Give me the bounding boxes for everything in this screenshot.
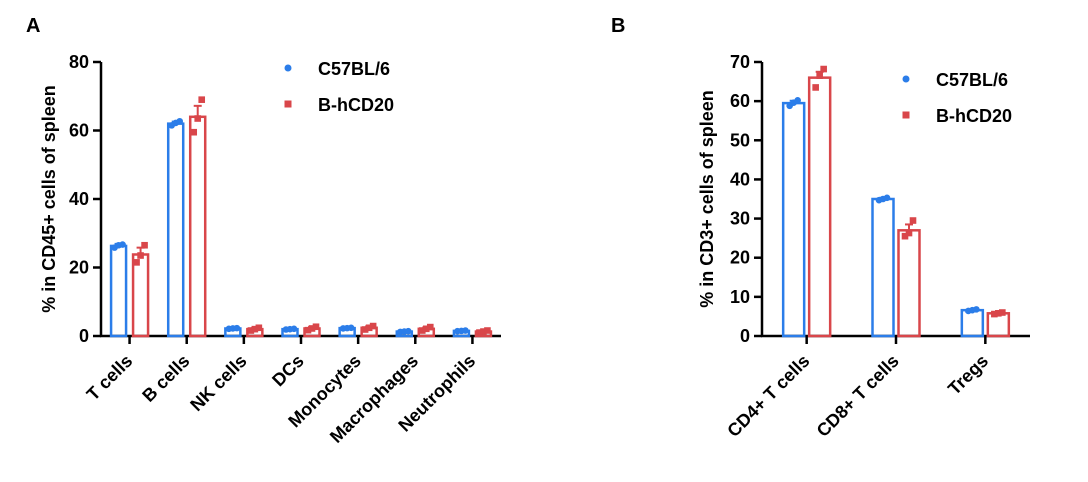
data-point [422,325,430,333]
y-tick-label: 70 [730,52,750,72]
category-label: CD4+ T cells [723,351,813,441]
data-point [476,329,483,336]
category-label: CD8+ T cells [813,351,903,441]
bar-b-hcd20 [131,253,150,338]
data-point [462,327,469,334]
bar-c57bl-6 [109,244,128,338]
y-tick-label: 60 [69,121,89,141]
data-point [361,326,369,333]
data-point [991,310,998,318]
data-point [190,128,198,136]
data-point [794,97,801,104]
data-point [141,241,148,249]
data-point [820,65,827,73]
data-point [247,327,255,334]
panel-b: B % in CD3+ cells of spleen [611,15,717,308]
y-tick-label: 60 [730,91,750,111]
data-point [999,309,1006,316]
category-label: NK cells [186,351,250,415]
data-point [312,323,320,331]
panel-a-ylabel: % in CD45+ cells of spleen [39,85,59,313]
category-label: B cells [138,351,193,406]
category-label: Tregs [944,351,992,399]
y-tick-label: 40 [730,169,750,189]
bar-b-hcd20 [897,229,921,338]
legend-marker [902,111,910,119]
data-point [995,309,1002,317]
data-point [404,327,412,335]
bar-c57bl-6 [781,101,806,338]
y-tick-label: 10 [730,287,750,307]
data-point [480,328,487,335]
data-point [194,115,202,122]
legend-marker [902,75,910,83]
data-point [119,241,126,248]
y-tick-label: 30 [730,209,750,229]
data-point [198,96,206,103]
data-point [251,325,259,333]
panel-b-ylabel: % in CD3+ cells of spleen [697,90,717,308]
data-point [255,324,263,332]
panel-a-letter: A [26,15,40,37]
panel-a: A % in CD45+ cells of spleen [26,15,59,313]
data-point [973,306,980,313]
y-tick-label: 40 [69,189,89,209]
y-tick-label: 80 [69,52,89,72]
y-tick-label: 0 [740,326,750,346]
y-tick-label: 20 [69,258,89,278]
category-label: DCs [268,351,308,391]
legend-label: C57BL/6 [936,70,1008,90]
bar-c57bl-6 [960,308,985,338]
bar-c57bl-6 [871,197,895,338]
legend-label: B-hCD20 [318,95,394,115]
data-point [233,324,241,332]
data-point [369,322,377,330]
data-point [905,229,913,237]
legend-marker [284,100,292,108]
legend-label: B-hCD20 [936,106,1012,126]
panel-b-letter: B [611,15,625,37]
data-point [304,326,312,334]
data-point [418,327,426,334]
data-point [883,194,891,202]
chart-b: 0 10 20 30 40 50 60 70 CD4+ T cells CD8+ T cells T… [723,52,1030,441]
data-point [133,259,140,266]
data-point [812,84,819,91]
data-point [290,325,298,333]
category-label: T cells [83,351,137,405]
legend-marker [284,64,292,72]
legend-label: C57BL/6 [318,59,390,79]
data-point [426,323,434,331]
bar-b-hcd20 [807,76,832,338]
bar-b-hcd20 [986,312,1011,338]
data-point [347,324,355,332]
data-point [484,327,491,334]
y-tick-label: 20 [730,248,750,268]
bar-b-hcd20 [188,115,207,338]
data-point [137,252,144,259]
y-tick-label: 50 [730,130,750,150]
data-point [365,324,373,332]
data-point [901,232,909,240]
data-point [176,117,184,125]
data-point [816,72,823,79]
data-point [308,325,316,332]
y-tick-label: 0 [79,326,89,346]
data-point [909,217,917,224]
bar-c57bl-6 [166,122,185,338]
